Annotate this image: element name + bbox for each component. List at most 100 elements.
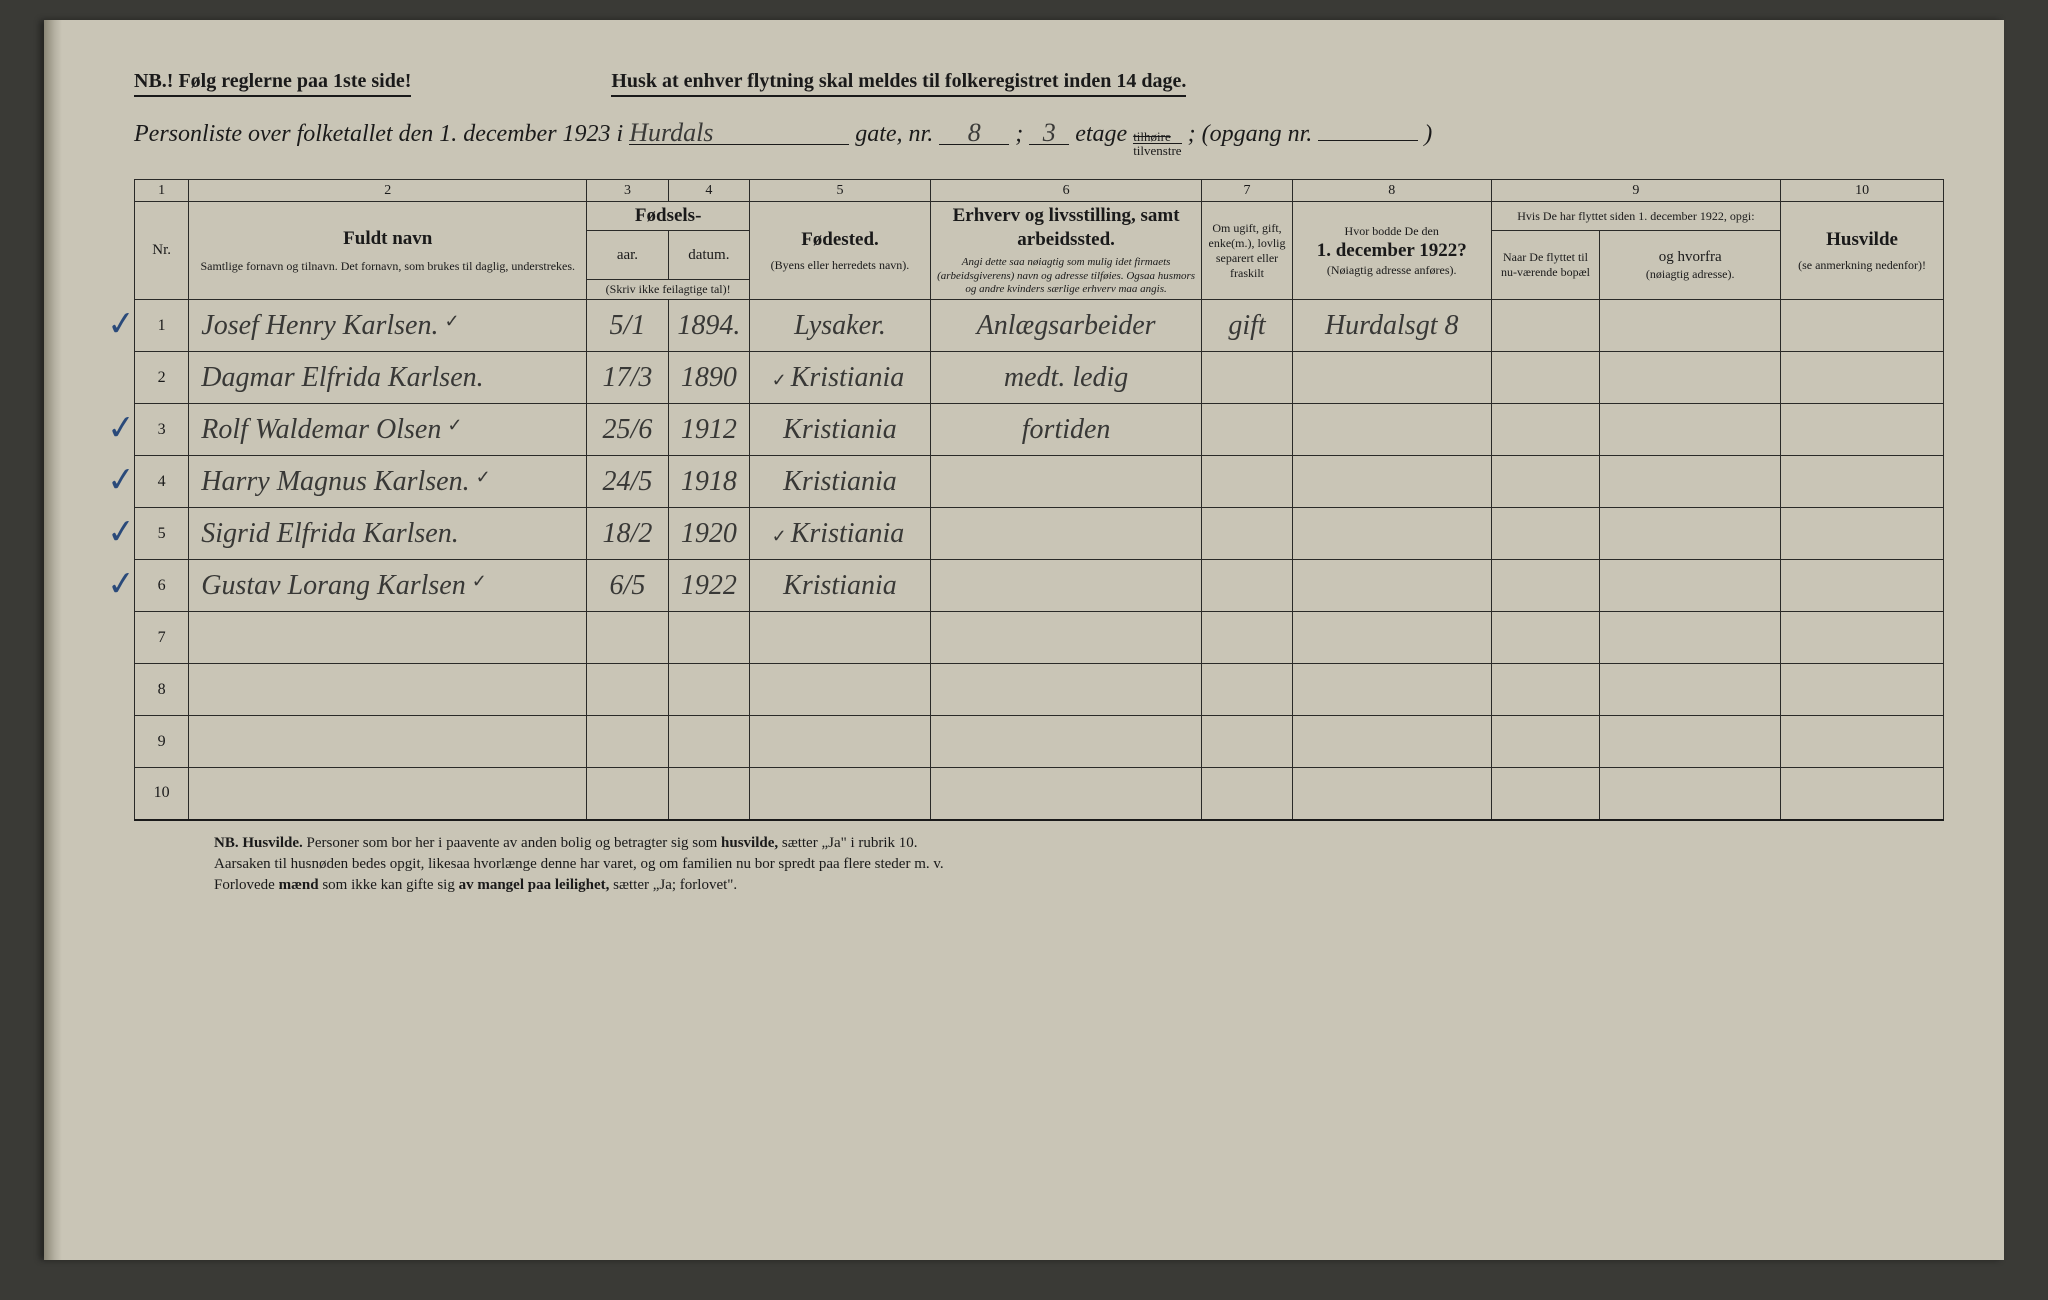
cell-prev-address bbox=[1292, 612, 1491, 664]
cell-marital: gift bbox=[1202, 300, 1292, 352]
semicolon: ; bbox=[1015, 121, 1023, 148]
cell-marital bbox=[1202, 560, 1292, 612]
checkmark-icon: ✓ bbox=[105, 563, 137, 605]
cell-year bbox=[668, 612, 749, 664]
cell-occupation: medt. ledig bbox=[930, 352, 1201, 404]
cell-name: Harry Magnus Karlsen.✓ bbox=[189, 456, 587, 508]
cell-prev-address bbox=[1292, 508, 1491, 560]
cell-occupation: Anlægsarbeider bbox=[930, 300, 1201, 352]
cell-nr: 2 bbox=[135, 352, 189, 404]
cell-from bbox=[1600, 352, 1781, 404]
cell-birthplace bbox=[750, 664, 931, 716]
cell-year: 1890 bbox=[668, 352, 749, 404]
colnum-2: 2 bbox=[189, 180, 587, 202]
cell-marital bbox=[1202, 612, 1292, 664]
opgang-blank bbox=[1318, 115, 1418, 141]
census-table-body: ✓1Josef Henry Karlsen.✓5/11894.Lysaker.A… bbox=[135, 300, 1944, 820]
th-from-sub: (nøiagtig adresse). bbox=[1604, 267, 1776, 282]
colnum-4: 4 bbox=[668, 180, 749, 202]
footnote-l3b: mænd bbox=[279, 877, 319, 893]
cell-birthplace bbox=[750, 716, 931, 768]
table-row: 9 bbox=[135, 716, 1944, 768]
cell-marital bbox=[1202, 404, 1292, 456]
cell-name bbox=[189, 664, 587, 716]
cell-when bbox=[1491, 300, 1600, 352]
cell-from bbox=[1600, 612, 1781, 664]
table-row: ✓5Sigrid Elfrida Karlsen.18/21920✓Kristi… bbox=[135, 508, 1944, 560]
cell-day: 25/6 bbox=[587, 404, 668, 456]
cell-marital bbox=[1202, 664, 1292, 716]
cell-birthplace bbox=[750, 612, 931, 664]
footnote-l3e: sætter „Ja; forlovet". bbox=[613, 877, 737, 893]
cell-nr: 8 bbox=[135, 664, 189, 716]
th-husvilde-sub: (se anmerkning nedenfor)! bbox=[1785, 258, 1939, 273]
cell-from bbox=[1600, 768, 1781, 820]
cell-husvilde bbox=[1781, 404, 1944, 456]
cell-marital bbox=[1202, 456, 1292, 508]
cell-from bbox=[1600, 456, 1781, 508]
table-row: ✓1Josef Henry Karlsen.✓5/11894.Lysaker.A… bbox=[135, 300, 1944, 352]
cell-husvilde bbox=[1781, 456, 1944, 508]
cell-year: 1912 bbox=[668, 404, 749, 456]
header-line-2: Personliste over folketallet den 1. dece… bbox=[134, 115, 1944, 157]
footnote-l1d: sætter „Ja" i rubrik 10. bbox=[782, 835, 918, 851]
cell-prev-address: Hurdalsgt 8 bbox=[1292, 300, 1491, 352]
th-prev-title: Hvor bodde De den bbox=[1297, 224, 1487, 239]
cell-prev-address bbox=[1292, 716, 1491, 768]
table-row: 8 bbox=[135, 664, 1944, 716]
colnum-1: 1 bbox=[135, 180, 189, 202]
footnote-line-1: NB. Husvilde. Personer som bor her i paa… bbox=[214, 833, 1944, 854]
cell-day bbox=[587, 716, 668, 768]
cell-prev-address bbox=[1292, 768, 1491, 820]
cell-from bbox=[1600, 404, 1781, 456]
footnote-l3c: som ikke kan gifte sig bbox=[322, 877, 458, 893]
colnum-7: 7 bbox=[1202, 180, 1292, 202]
cell-year: 1918 bbox=[668, 456, 749, 508]
nb-warning: NB.! Følg reglerne paa 1ste side! bbox=[134, 70, 411, 97]
title-prefix: Personliste over folketallet den 1. dece… bbox=[134, 121, 623, 148]
cell-from bbox=[1600, 560, 1781, 612]
checkmark-icon: ✓ bbox=[105, 303, 137, 345]
cell-from bbox=[1600, 716, 1781, 768]
cell-occupation: fortiden bbox=[930, 404, 1201, 456]
street-handwritten: Hurdals bbox=[629, 118, 713, 147]
th-when: Naar De flyttet til nu-værende bopæl bbox=[1491, 231, 1600, 300]
cell-year bbox=[668, 768, 749, 820]
cell-prev-address bbox=[1292, 404, 1491, 456]
cell-nr: ✓6 bbox=[135, 560, 189, 612]
th-fodested-title: Fødested. bbox=[754, 228, 926, 252]
th-marital: Om ugift, gift, enke(m.), lovlig separer… bbox=[1202, 202, 1292, 300]
cell-husvilde bbox=[1781, 560, 1944, 612]
cell-name bbox=[189, 612, 587, 664]
footnote-l3a: Forlovede bbox=[214, 877, 279, 893]
cell-marital bbox=[1202, 768, 1292, 820]
cell-marital bbox=[1202, 508, 1292, 560]
th-from-title: og hvorfra bbox=[1604, 248, 1776, 267]
cell-year bbox=[668, 664, 749, 716]
cell-birthplace: Kristiania bbox=[750, 404, 931, 456]
cell-when bbox=[1491, 352, 1600, 404]
colnum-6: 6 bbox=[930, 180, 1201, 202]
cell-occupation bbox=[930, 560, 1201, 612]
cell-husvilde bbox=[1781, 352, 1944, 404]
column-number-row: 1 2 3 4 5 6 7 8 9 10 bbox=[135, 180, 1944, 202]
cell-day: 17/3 bbox=[587, 352, 668, 404]
th-erhverv-sub: Angi dette saa nøiagtig som mulig idet f… bbox=[935, 256, 1197, 297]
side-stacked: tilhøire tilvenstre bbox=[1133, 130, 1181, 157]
cell-occupation bbox=[930, 456, 1201, 508]
footnote-line-3: Forlovede mænd som ikke kan gifte sig av… bbox=[214, 875, 1944, 896]
th-name: Fuldt navn Samtlige fornavn og tilnavn. … bbox=[189, 202, 587, 300]
footnote-line-2: Aarsaken til husnøden bedes opgit, likes… bbox=[214, 854, 1944, 875]
th-prev-bold: 1. december 1922? bbox=[1297, 239, 1487, 263]
etage-nr-handwritten: 3 bbox=[1043, 118, 1056, 147]
cell-husvilde bbox=[1781, 508, 1944, 560]
cell-name: Dagmar Elfrida Karlsen. bbox=[189, 352, 587, 404]
cell-nr: 9 bbox=[135, 716, 189, 768]
cell-day: 5/1 bbox=[587, 300, 668, 352]
th-name-sub: Samtlige fornavn og tilnavn. Det fornavn… bbox=[193, 259, 582, 274]
th-name-title: Fuldt navn bbox=[193, 227, 582, 251]
cell-prev-address bbox=[1292, 560, 1491, 612]
table-row: 7 bbox=[135, 612, 1944, 664]
table-row: ✓6Gustav Lorang Karlsen✓6/51922Kristiani… bbox=[135, 560, 1944, 612]
th-fodested-sub: (Byens eller herredets navn). bbox=[754, 258, 926, 273]
